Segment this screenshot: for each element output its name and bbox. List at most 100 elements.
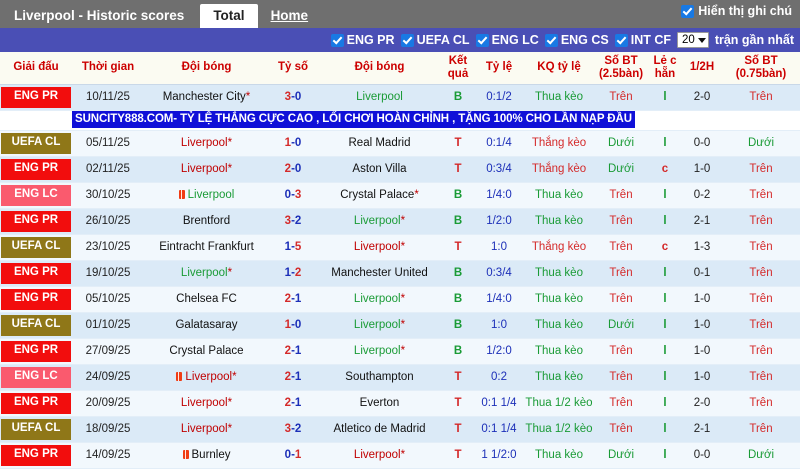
score-cell[interactable]: 2-1 (269, 286, 317, 313)
away-team-cell[interactable]: Liverpool* (317, 234, 442, 261)
checkbox-icon[interactable] (681, 4, 695, 18)
table-row[interactable]: ENG PR 26/10/25 Brentford 3-2 Liverpool* B 1/2… (0, 208, 800, 235)
table-row[interactable]: ENG PR 02/11/25 Liverpool* 2-0 Aston Villa T 0… (0, 156, 800, 183)
ad-banner-row[interactable]: SUNCITY888.COM- TỶ LỆ THẮNG CỰC CAO , LỐ… (0, 110, 800, 131)
odds-result-cell: Thua 1/2 kèo (524, 390, 594, 417)
home-team-cell[interactable]: Liverpool* (144, 156, 269, 183)
ad-banner-text[interactable]: SUNCITY888.COM- TỶ LỆ THẮNG CỰC CAO , LỐ… (72, 110, 635, 128)
league-badge-cell[interactable]: UEFA CL (0, 130, 72, 157)
checkbox-icon[interactable] (400, 33, 414, 47)
league-badge-cell[interactable]: ENG PR (0, 260, 72, 287)
score-cell[interactable]: 1-2 (269, 260, 317, 287)
checkbox-icon[interactable] (614, 33, 628, 47)
home-team-cell[interactable]: Liverpool* (144, 260, 269, 287)
score-cell[interactable]: 2-1 (269, 338, 317, 365)
match-date: 19/10/25 (72, 260, 144, 287)
away-team-cell[interactable]: Liverpool* (317, 208, 442, 235)
away-team-cell[interactable]: Manchester United (317, 260, 442, 287)
away-team-cell[interactable]: Liverpool* (317, 442, 442, 469)
show-notes-toggle[interactable]: Hiển thị ghi chú (681, 4, 792, 18)
league-badge-cell[interactable]: UEFA CL (0, 416, 72, 443)
table-row[interactable]: UEFA CL 18/09/25 Liverpool* 3-2 Atletico de … (0, 416, 800, 443)
league-badge: ENG PR (1, 392, 71, 414)
tab-total[interactable]: Total (200, 4, 258, 28)
league-badge-cell[interactable]: ENG LC (0, 182, 72, 209)
bt-075-cell: Trên (722, 286, 800, 313)
away-team-cell[interactable]: Liverpool* (317, 312, 442, 339)
checkbox-icon[interactable] (475, 33, 489, 47)
table-row[interactable]: ENG PR 20/09/25 Liverpool* 2-1 Everton T 0:1 1… (0, 390, 800, 417)
match-date: 18/09/25 (72, 416, 144, 443)
match-count-select[interactable]: 20 (677, 32, 709, 48)
away-team-cell[interactable]: Real Madrid (317, 130, 442, 157)
table-row[interactable]: UEFA CL 05/11/25 Liverpool* 1-0 Real Madrid T… (0, 130, 800, 157)
table-row[interactable]: UEFA CL 01/10/25 Galatasaray 1-0 Liverpool* B… (0, 312, 800, 339)
ad-banner-cell[interactable]: SUNCITY888.COM- TỶ LỆ THẮNG CỰC CAO , LỐ… (0, 110, 800, 131)
table-row[interactable]: ENG LC 24/09/25 Liverpool* 2-1 Southampton T 0… (0, 364, 800, 391)
score-cell[interactable]: 2-0 (269, 156, 317, 183)
league-badge-cell[interactable]: ENG PR (0, 286, 72, 313)
team-name: Southampton (345, 370, 414, 383)
home-team-cell[interactable]: Brentford (144, 208, 269, 235)
score-cell[interactable]: 3-0 (269, 84, 317, 111)
checkbox-icon[interactable] (330, 33, 344, 47)
home-team-cell[interactable]: Galatasaray (144, 312, 269, 339)
home-team-cell[interactable]: Liverpool* (144, 390, 269, 417)
score-cell[interactable]: 1-5 (269, 234, 317, 261)
table-row[interactable]: ENG PR 27/09/25 Crystal Palace 2-1 Liverpool… (0, 338, 800, 365)
match-date: 02/11/25 (72, 156, 144, 183)
league-badge-cell[interactable]: ENG PR (0, 208, 72, 235)
score-cell[interactable]: 2-1 (269, 364, 317, 391)
home-team-cell[interactable]: Crystal Palace (144, 338, 269, 365)
league-badge: ENG LC (1, 366, 71, 388)
score-cell[interactable]: 1-0 (269, 312, 317, 339)
chevron-down-icon[interactable] (697, 37, 706, 43)
away-team-cell[interactable]: Crystal Palace* (317, 182, 442, 209)
score-cell[interactable]: 1-0 (269, 130, 317, 157)
league-badge-cell[interactable]: ENG PR (0, 390, 72, 417)
table-row[interactable]: ENG LC 30/10/25 Liverpool 0-3 Crystal Palace… (0, 182, 800, 209)
table-row[interactable]: ENG PR 10/11/25 Manchester City* 3-0 Liverpo… (0, 84, 800, 111)
home-team-cell[interactable]: Manchester City* (144, 84, 269, 111)
score-cell[interactable]: 0-1 (269, 442, 317, 469)
table-row[interactable]: ENG PR 05/10/25 Chelsea FC 2-1 Liverpool* B 1/… (0, 286, 800, 313)
away-team-cell[interactable]: Aston Villa (317, 156, 442, 183)
team-name: Crystal Palace (169, 344, 244, 357)
home-team-cell[interactable]: Liverpool* (144, 364, 269, 391)
away-team-cell[interactable]: Atletico de Madrid (317, 416, 442, 443)
filter-eng-lc[interactable]: ENG LC (475, 33, 539, 47)
league-badge-cell[interactable]: ENG PR (0, 156, 72, 183)
score-away: 2 (294, 266, 302, 279)
away-team-cell[interactable]: Everton (317, 390, 442, 417)
away-team-cell[interactable]: Liverpool (317, 84, 442, 111)
score-cell[interactable]: 2-1 (269, 390, 317, 417)
league-badge-cell[interactable]: ENG LC (0, 364, 72, 391)
home-team-cell[interactable]: Eintracht Frankfurt (144, 234, 269, 261)
away-team-cell[interactable]: Liverpool* (317, 286, 442, 313)
table-row[interactable]: ENG PR 19/10/25 Liverpool* 1-2 Manchester Un… (0, 260, 800, 287)
home-team-cell[interactable]: Chelsea FC (144, 286, 269, 313)
league-badge-cell[interactable]: UEFA CL (0, 234, 72, 261)
filter-eng-cs[interactable]: ENG CS (544, 33, 609, 47)
score-cell[interactable]: 0-3 (269, 182, 317, 209)
league-badge-cell[interactable]: ENG PR (0, 84, 72, 111)
away-team-cell[interactable]: Liverpool* (317, 338, 442, 365)
home-team-cell[interactable]: Burnley (144, 442, 269, 469)
tab-home[interactable]: Home (270, 8, 309, 23)
table-row[interactable]: UEFA CL 23/10/25 Eintracht Frankfurt 1-5 Liv… (0, 234, 800, 261)
home-team-cell[interactable]: Liverpool (144, 182, 269, 209)
score-cell[interactable]: 3-2 (269, 208, 317, 235)
league-badge-cell[interactable]: ENG PR (0, 442, 72, 469)
league-badge-cell[interactable]: ENG PR (0, 338, 72, 365)
filter-label: UEFA CL (416, 33, 470, 47)
home-team-cell[interactable]: Liverpool* (144, 416, 269, 443)
filter-int-cf[interactable]: INT CF (614, 33, 671, 47)
league-badge-cell[interactable]: UEFA CL (0, 312, 72, 339)
away-team-cell[interactable]: Southampton (317, 364, 442, 391)
filter-eng-pr[interactable]: ENG PR (330, 33, 395, 47)
checkbox-icon[interactable] (544, 33, 558, 47)
score-cell[interactable]: 3-2 (269, 416, 317, 443)
filter-uefa-cl[interactable]: UEFA CL (400, 33, 470, 47)
home-team-cell[interactable]: Liverpool* (144, 130, 269, 157)
table-row[interactable]: ENG PR 14/09/25 Burnley 0-1 Liverpool* T 1 1/2… (0, 442, 800, 469)
